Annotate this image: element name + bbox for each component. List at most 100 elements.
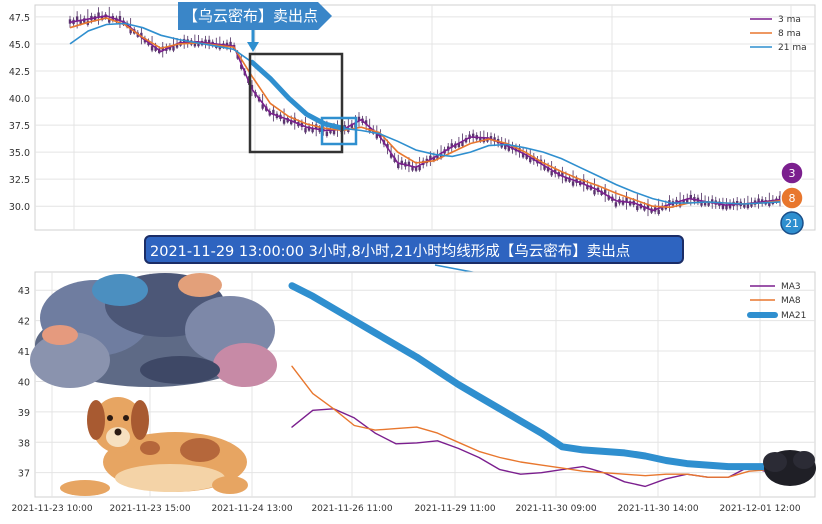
storm-cloud-illustration <box>30 273 277 388</box>
candle-body <box>429 155 432 161</box>
candle-body <box>386 143 389 149</box>
cloud-puff <box>92 274 148 306</box>
candle-body <box>357 116 361 122</box>
bottom-y-tick-label: 43 <box>18 286 30 297</box>
candle-body <box>546 167 550 172</box>
candle-body <box>329 128 332 134</box>
bottom-y-ticks: 37 38 39 40 41 42 43 <box>18 286 30 479</box>
top-y-tick-label: 32.5 <box>9 175 30 186</box>
top-series-lines <box>69 14 781 212</box>
candle-body <box>436 154 439 160</box>
bottom-series-lines <box>288 282 774 488</box>
candle-body <box>728 204 732 209</box>
cloud-puff <box>213 343 277 387</box>
candle-body <box>725 205 728 210</box>
candle-body <box>686 198 689 203</box>
dark-cloud-puff <box>793 451 815 469</box>
badge-21-label: 21 <box>785 217 799 230</box>
dog-head <box>92 397 144 453</box>
candle-body <box>757 198 760 203</box>
dog-leg <box>60 480 110 496</box>
top-y-tick-label: 40.0 <box>9 94 30 105</box>
dog-illustration <box>60 397 248 496</box>
candle-body <box>521 153 525 158</box>
candle-body <box>118 16 122 21</box>
candle-body <box>282 119 286 124</box>
bottom-x-tick-label: 2021-11-30 14:00 <box>617 504 698 514</box>
cloud-puff <box>42 325 78 345</box>
candle-body <box>389 153 393 158</box>
candle-body <box>407 161 411 167</box>
candle-body <box>700 201 703 206</box>
candle-body <box>479 137 482 142</box>
top-series-line-21ma <box>69 22 781 205</box>
candle-body <box>332 129 336 135</box>
candle-body <box>614 202 618 207</box>
cloud-puff <box>140 356 220 384</box>
top-ma21-highlight <box>249 59 346 131</box>
candle-body <box>175 43 179 48</box>
candle-body <box>432 156 436 162</box>
candle-body <box>204 39 207 44</box>
legend-label-ma3: MA3 <box>781 282 801 292</box>
badge-8-label: 8 <box>789 192 796 205</box>
candle-body <box>129 28 132 34</box>
candle-body <box>161 46 164 51</box>
candle-body <box>272 109 275 115</box>
legend-label-8ma: 8 ma <box>778 29 801 39</box>
candle-body <box>493 137 496 142</box>
mid-banner: 2021-11-29 13:00:00 3小时,8小时,21小时均线形成【乌云密… <box>144 235 684 285</box>
candle-body <box>471 133 475 138</box>
candle-body <box>379 133 382 138</box>
bottom-y-tick-label: 37 <box>18 469 30 480</box>
bottom-y-tick-label: 38 <box>18 438 30 449</box>
candle-body <box>543 165 546 170</box>
candle-body <box>350 123 354 128</box>
top-plot-area <box>34 4 816 231</box>
candle-body <box>375 134 379 139</box>
bottom-x-tick-label: 2021-11-30 09:00 <box>515 504 596 514</box>
candle-body <box>108 18 111 23</box>
candle-body <box>397 163 400 169</box>
dog-belly <box>115 464 225 492</box>
candle-body <box>778 195 782 201</box>
top-y-tick-label: 42.5 <box>9 67 30 78</box>
dog-nose <box>114 428 122 436</box>
candle-body <box>307 126 311 131</box>
bottom-x-tick-label: 2021-11-24 13:00 <box>211 504 292 514</box>
bottom-y-tick-label: 40 <box>18 377 30 388</box>
candle-body <box>703 201 707 206</box>
dog-eye <box>107 415 113 421</box>
candle-body <box>400 160 404 166</box>
dog-leg <box>212 476 248 494</box>
crossover-box <box>320 116 358 146</box>
mid-banner-shape <box>144 235 684 264</box>
candle-body <box>561 171 564 177</box>
badge-8: 8 <box>780 186 804 210</box>
top-y-ticks: 30.0 32.5 35.0 37.5 40.0 42.5 45.0 47.5 <box>9 13 30 213</box>
candle-body <box>100 15 104 21</box>
candle-body <box>79 19 82 25</box>
cloud-puff <box>30 332 110 388</box>
candle-body <box>582 179 585 184</box>
candle-body <box>568 177 571 182</box>
bottom-y-tick-label: 42 <box>18 317 30 328</box>
bottom-legend: MA3 MA8 MA21 <box>747 282 806 321</box>
top-chart: 30.0 32.5 35.0 37.5 40.0 42.5 45.0 47.5 【乌云密布】卖… <box>9 2 816 235</box>
candle-body <box>450 143 453 148</box>
candle-body <box>172 46 175 51</box>
candle-body <box>364 120 368 125</box>
top-y-tick-label: 37.5 <box>9 121 30 132</box>
bottom-x-tick-label: 2021-11-29 11:00 <box>414 504 495 514</box>
candle-body <box>682 199 685 204</box>
candle-body <box>311 127 314 133</box>
candle-body <box>461 141 464 146</box>
candle-body <box>603 189 607 194</box>
candle-body <box>593 190 596 195</box>
top-banner: 【乌云密布】卖出点 <box>178 2 332 30</box>
candle-body <box>607 195 610 200</box>
candle-body <box>97 12 100 17</box>
badge-3-circle <box>780 161 804 185</box>
legend-label-21ma: 21 ma <box>778 43 807 53</box>
